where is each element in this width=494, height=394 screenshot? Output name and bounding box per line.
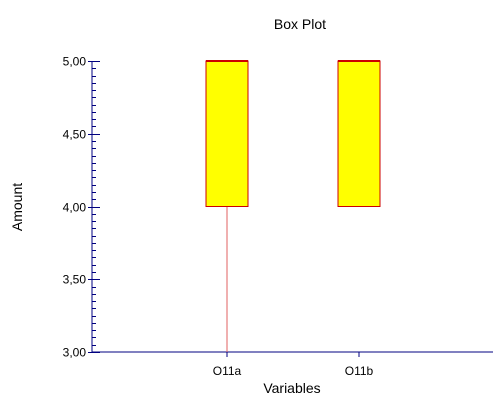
x-tick-label: O11b — [345, 364, 374, 378]
axes — [88, 61, 493, 357]
y-tick-label: 4,50 — [63, 128, 87, 142]
box-o11b — [337, 60, 381, 207]
x-tick-label: O11a — [213, 364, 242, 378]
x-axis-label: Variables — [263, 380, 320, 394]
y-tick-label: 3,00 — [63, 346, 87, 360]
y-axis-label: Amount — [9, 183, 25, 231]
y-tick-label: 3,50 — [63, 273, 87, 287]
chart-title: Box Plot — [274, 16, 326, 32]
box-o11a — [205, 60, 249, 352]
box-iqr — [205, 60, 249, 207]
y-tick-label: 4,00 — [63, 201, 87, 215]
box-iqr — [337, 60, 381, 207]
boxes — [205, 60, 381, 352]
tick-labels: 3,00 3,50 4,00 4,50 5,00 O11a O11b — [63, 55, 374, 379]
y-tick-label: 5,00 — [63, 55, 87, 69]
